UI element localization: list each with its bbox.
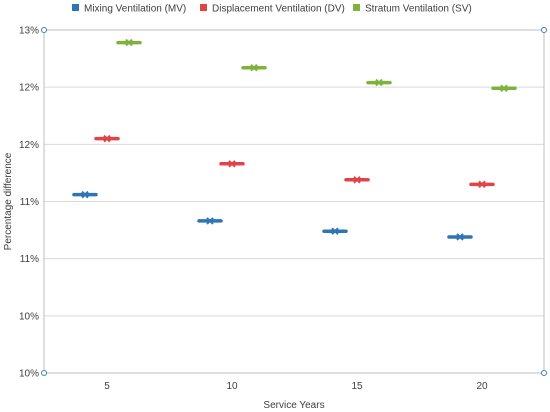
data-point <box>219 160 245 168</box>
legend-item: Displacement Ventilation (DV) <box>200 4 345 15</box>
x-tick-label: 10 <box>226 381 238 392</box>
data-point <box>491 84 517 93</box>
resize-handle[interactable] <box>541 370 547 376</box>
y-tick-label: 12% <box>19 83 39 94</box>
selection-handles[interactable] <box>41 27 547 376</box>
x-axis-ticks: 5 10 15 20 <box>104 381 488 392</box>
legend-item: Stratum Ventilation (SV) <box>353 4 472 15</box>
data-point <box>94 134 120 143</box>
data-point <box>366 78 392 87</box>
resize-handle[interactable] <box>41 370 47 376</box>
legend-swatch <box>200 4 207 11</box>
legend-label: Mixing Ventilation (MV) <box>84 4 186 15</box>
data-point <box>197 217 223 225</box>
x-tick-label: 20 <box>476 381 488 392</box>
y-tick-label: 11% <box>20 197 39 208</box>
legend-swatch <box>353 4 360 11</box>
y-tick-label: 11% <box>20 254 39 265</box>
y-tick-label: 12% <box>19 140 39 151</box>
legend-swatch <box>72 4 79 11</box>
data-point <box>344 176 370 184</box>
y-axis-title: Percentage difference <box>3 152 14 250</box>
legend-label: Stratum Ventilation (SV) <box>365 4 472 15</box>
resize-handle[interactable] <box>41 27 47 33</box>
data-point <box>72 190 98 199</box>
data-marks <box>72 38 517 241</box>
gridlines <box>44 29 544 374</box>
legend-label: Displacement Ventilation (DV) <box>212 4 345 15</box>
y-tick-label: 13% <box>19 26 39 37</box>
x-tick-label: 15 <box>351 381 363 392</box>
data-point <box>116 38 142 47</box>
y-tick-label: 10% <box>19 311 39 322</box>
x-axis-title: Service Years <box>263 400 324 411</box>
data-point <box>447 233 473 241</box>
y-axis-ticks: 10% 10% 11% 11% 12% 12% 13% <box>19 26 39 380</box>
legend: Mixing Ventilation (MV) Displacement Vent… <box>72 4 472 15</box>
data-point <box>241 64 267 72</box>
data-point <box>469 180 495 189</box>
plot-area-border <box>43 29 545 374</box>
data-point <box>322 227 348 235</box>
y-tick-label: 10% <box>19 369 39 380</box>
resize-handle[interactable] <box>541 27 547 33</box>
x-tick-label: 5 <box>104 381 110 392</box>
legend-item: Mixing Ventilation (MV) <box>72 4 186 15</box>
